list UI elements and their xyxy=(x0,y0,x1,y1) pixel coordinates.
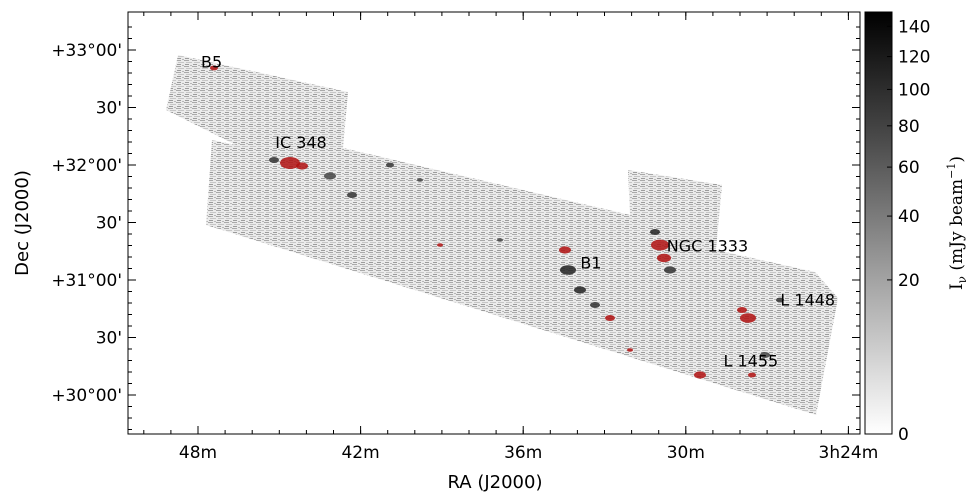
emission-blob xyxy=(627,348,633,352)
y-tick-label: 30' xyxy=(96,99,122,119)
x-tick-label: 30m xyxy=(667,443,705,463)
emission-blob xyxy=(347,192,357,198)
y-tick-label: +30°00' xyxy=(51,386,122,406)
x-tick-label: 36m xyxy=(504,443,542,463)
emission-blob xyxy=(386,162,394,168)
emission-blob xyxy=(605,315,615,321)
emission-blob xyxy=(740,313,756,323)
colorbar-tick-label: 60 xyxy=(898,158,920,178)
emission-blobs xyxy=(210,65,784,379)
y-tick-label: +32°00' xyxy=(51,156,122,176)
emission-blob xyxy=(269,157,279,163)
region-label: IC 348 xyxy=(275,133,327,152)
emission-blob xyxy=(590,302,600,308)
colorbar-tick-label: 20 xyxy=(898,271,920,291)
emission-blob xyxy=(210,65,218,71)
colorbar-tick-label: 100 xyxy=(898,80,930,100)
emission-blob xyxy=(574,286,586,294)
y-axis-label: Dec (J2000) xyxy=(12,170,33,276)
colorbar-label: Iν (mJy beam−1) xyxy=(945,156,969,290)
x-tick-label: 48m xyxy=(179,443,217,463)
emission-blob xyxy=(664,266,676,274)
emission-blob xyxy=(497,238,503,242)
emission-blob xyxy=(737,307,747,313)
colorbar-tick-label: 80 xyxy=(898,117,920,137)
emission-blob xyxy=(651,239,669,251)
emission-blob xyxy=(748,372,756,378)
y-axis: +33°00' 30' +32°00' 30' +31°00' 30' +30°00' xyxy=(51,26,860,430)
emission-blob xyxy=(280,157,300,169)
x-tick-label: 42m xyxy=(341,443,379,463)
emission-blob xyxy=(694,371,706,379)
emission-blob xyxy=(560,265,576,275)
region-label: B1 xyxy=(580,254,601,273)
emission-blob xyxy=(657,253,671,263)
region-label: L 1448 xyxy=(780,290,835,309)
colorbar-tick-label: 40 xyxy=(898,207,920,227)
survey-map xyxy=(166,55,838,415)
emission-blob xyxy=(760,352,770,358)
x-tick-label: 3h24m xyxy=(819,443,879,463)
colorbar-ticks: 0 20 40 60 80 100 120 140 xyxy=(887,17,930,445)
emission-blob xyxy=(437,243,443,247)
colorbar-tick-label: 120 xyxy=(898,48,930,68)
emission-blob xyxy=(417,178,423,182)
region-label: L 1455 xyxy=(723,351,778,370)
region-label: NGC 1333 xyxy=(667,236,748,255)
colorbar xyxy=(864,11,893,435)
region-label: B5 xyxy=(201,52,222,71)
emission-blob xyxy=(324,172,336,180)
y-tick-label: +31°00' xyxy=(51,271,122,291)
y-tick-label: 30' xyxy=(96,214,122,234)
emission-blob xyxy=(650,229,660,235)
x-axis-label: RA (J2000) xyxy=(448,472,543,493)
y-tick-label: +33°00' xyxy=(51,41,122,61)
x-axis: 48m 42m 36m 30m 3h24m xyxy=(143,12,879,463)
colorbar-tick-label: 0 xyxy=(898,425,909,445)
emission-blob xyxy=(559,246,571,254)
region-labels: B5 IC 348 NGC 1333 B1 L 1448 L 1455 xyxy=(201,52,835,370)
emission-blob xyxy=(296,162,308,170)
emission-blob xyxy=(776,297,784,303)
y-tick-label: 30' xyxy=(96,329,122,349)
colorbar-tick-label: 140 xyxy=(898,17,930,37)
map-coverage xyxy=(166,55,838,415)
